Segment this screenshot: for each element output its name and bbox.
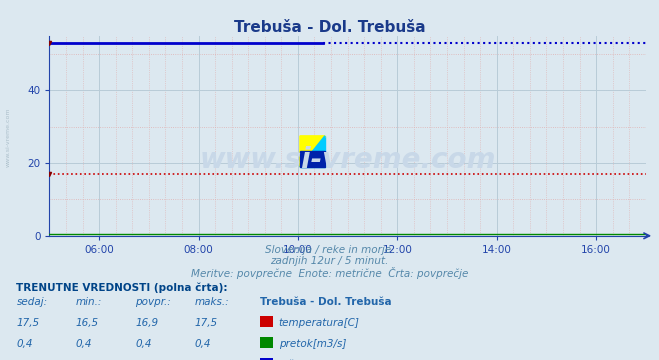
Text: zadnjih 12ur / 5 minut.: zadnjih 12ur / 5 minut.: [270, 256, 389, 266]
Text: TRENUTNE VREDNOSTI (polna črta):: TRENUTNE VREDNOSTI (polna črta):: [16, 283, 228, 293]
Text: Slovenija / reke in morje.: Slovenija / reke in morje.: [265, 245, 394, 255]
Text: 17,5: 17,5: [16, 318, 40, 328]
Text: Meritve: povprečne  Enote: metrične  Črta: povprečje: Meritve: povprečne Enote: metrične Črta:…: [191, 267, 468, 279]
Text: 0,4: 0,4: [76, 339, 92, 349]
Text: 16,9: 16,9: [135, 318, 158, 328]
Polygon shape: [300, 136, 325, 167]
Text: 16,5: 16,5: [76, 318, 99, 328]
Text: 0,4: 0,4: [194, 339, 211, 349]
Polygon shape: [300, 136, 325, 167]
Text: 0,4: 0,4: [135, 339, 152, 349]
Text: www.si-vreme.com: www.si-vreme.com: [5, 107, 11, 167]
Text: povpr.:: povpr.:: [135, 297, 171, 307]
Text: pretok[m3/s]: pretok[m3/s]: [279, 339, 346, 349]
Text: temperatura[C]: temperatura[C]: [279, 318, 360, 328]
Text: Trebuša - Dol. Trebuša: Trebuša - Dol. Trebuša: [234, 20, 425, 35]
Text: 17,5: 17,5: [194, 318, 217, 328]
Text: sedaj:: sedaj:: [16, 297, 47, 307]
Polygon shape: [300, 136, 325, 167]
Polygon shape: [300, 136, 325, 167]
Text: www.si-vreme.com: www.si-vreme.com: [200, 146, 496, 174]
Text: min.:: min.:: [76, 297, 102, 307]
Text: 0,4: 0,4: [16, 339, 33, 349]
Text: Trebuša - Dol. Trebuša: Trebuša - Dol. Trebuša: [260, 297, 392, 307]
Polygon shape: [300, 151, 325, 167]
Text: maks.:: maks.:: [194, 297, 229, 307]
